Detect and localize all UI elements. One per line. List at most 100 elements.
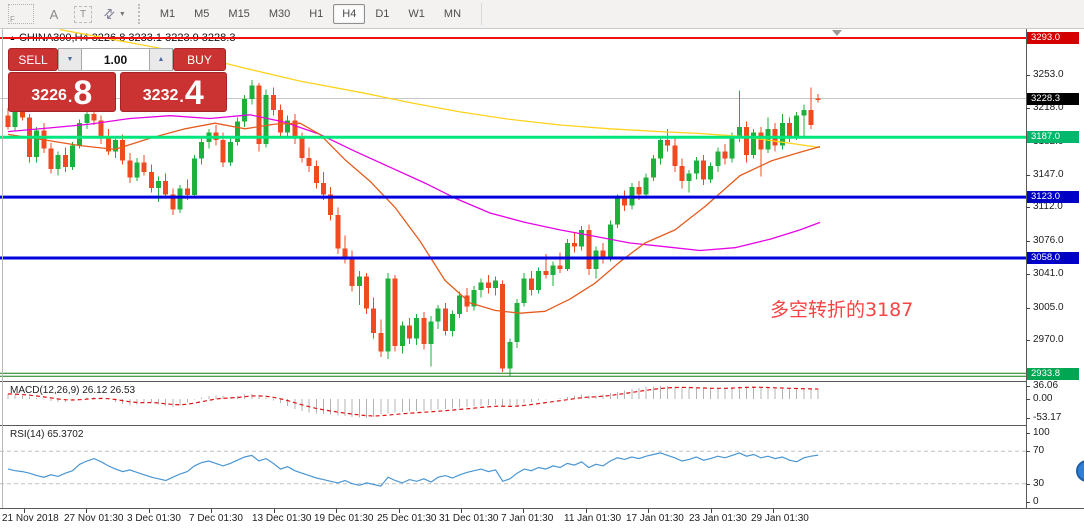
buy-price-box[interactable]: 3232. 4 — [119, 72, 227, 112]
time-tick-label: 27 Nov 01:30 — [64, 513, 124, 524]
buy-button[interactable]: BUY — [173, 48, 226, 71]
candle-body — [708, 166, 714, 180]
time-tick — [336, 509, 337, 513]
time-tick-label: 29 Jan 01:30 — [751, 513, 809, 524]
candle-body — [543, 271, 549, 275]
candle-body — [313, 166, 319, 184]
candle-body — [514, 302, 520, 343]
candle-body — [787, 123, 793, 137]
candle-body — [27, 117, 33, 157]
candle-body — [622, 198, 628, 206]
macd-tick — [1026, 418, 1030, 419]
timeframe-button-m5[interactable]: M5 — [194, 8, 210, 20]
candle-body — [679, 166, 685, 182]
candle-body — [593, 250, 599, 270]
time-tick — [24, 509, 25, 513]
sell-price-big-digit: 8 — [73, 74, 93, 112]
candle-body — [320, 183, 326, 195]
time-axis[interactable]: 21 Nov 2018 27 Nov 01:30 3 Dec 01:30 7 Dec … — [0, 508, 1084, 530]
candle-body — [263, 95, 269, 144]
candle-body — [41, 130, 47, 149]
volume-increase-button[interactable]: ▲ — [149, 48, 173, 71]
time-tick — [773, 509, 774, 513]
candle-body — [120, 140, 126, 161]
panel-separator[interactable] — [0, 425, 1026, 426]
volume-input[interactable]: 1.00 — [82, 48, 149, 71]
candle-body — [693, 160, 699, 174]
candle-body — [614, 198, 620, 225]
sell-button[interactable]: SELL — [8, 48, 58, 71]
candle-body — [292, 120, 298, 139]
candle-body — [148, 171, 154, 188]
candle-body — [91, 113, 97, 121]
candle-body — [801, 110, 807, 116]
time-tick-label: 25 Dec 01:30 — [377, 513, 437, 524]
price-tick-label: 3147.0 — [1033, 168, 1064, 180]
candle-body — [256, 85, 262, 144]
font-a-icon[interactable]: A — [49, 6, 59, 22]
candle-body — [564, 242, 570, 270]
candle-body — [134, 162, 140, 178]
candle-body — [356, 276, 362, 287]
panel-separator[interactable] — [0, 381, 1026, 382]
macd-label: MACD(12,26,9) 26.12 26.53 — [10, 385, 136, 396]
timeframe-button-m1[interactable]: M1 — [159, 8, 176, 20]
candle-body — [421, 317, 427, 345]
sell-price-dot: . — [67, 89, 73, 106]
dropdown-caret-icon[interactable]: ▼ — [118, 10, 126, 18]
candle-body — [227, 141, 233, 163]
timeframe-button-h4[interactable]: H4 — [333, 4, 366, 24]
candle-body — [70, 145, 76, 168]
timeframe-button-h1[interactable]: H1 — [309, 8, 324, 20]
time-tick — [648, 509, 649, 513]
candle-body — [234, 121, 240, 142]
price-tick-label: 3112.0 — [1033, 201, 1063, 213]
candle-body — [507, 342, 513, 369]
candle-body — [277, 110, 283, 133]
timeframe-button-d1[interactable]: D1 — [375, 8, 390, 20]
timeframe-button-m30[interactable]: M30 — [268, 8, 291, 20]
candle-body — [371, 308, 377, 333]
candle-body — [794, 115, 800, 137]
grid-box-icon[interactable]: F — [8, 4, 34, 24]
candle-body — [156, 181, 162, 188]
price-tick — [1026, 108, 1030, 110]
one-click-trade-panel: SELL ▼ 1.00 ▲ BUY 3226. 8 3232. 4 — [8, 48, 227, 112]
candle-body — [751, 132, 757, 155]
rsi-tick — [1026, 502, 1030, 503]
candle-body — [414, 317, 420, 339]
rsi-tick — [1026, 451, 1030, 453]
timeframe-button-w1[interactable]: W1 — [408, 8, 425, 20]
text-label-icon[interactable]: T — [74, 5, 92, 23]
diagonal-arrows-icon[interactable]: ⇄ — [99, 4, 119, 23]
candle-body — [464, 295, 470, 307]
candle-body — [657, 140, 663, 159]
price-level-badge: 2933.8 — [1027, 368, 1079, 381]
candle-body — [586, 229, 592, 270]
candle-body — [77, 123, 83, 146]
sell-price-box[interactable]: 3226. 8 — [8, 72, 116, 112]
candle-body — [779, 123, 785, 146]
candle-body — [335, 214, 341, 249]
candle-body — [557, 265, 563, 270]
time-tick-label: 7 Dec 01:30 — [189, 513, 243, 524]
candle-body — [141, 162, 147, 172]
timeframe-button-mn[interactable]: MN — [443, 8, 462, 20]
price-tick-label: 3218.0 — [1033, 102, 1064, 114]
candle-body — [98, 120, 104, 139]
volume-decrease-button[interactable]: ▼ — [58, 48, 82, 71]
candle-body — [471, 289, 477, 307]
price-tick — [1026, 340, 1030, 342]
collapse-triangle-icon[interactable]: ▲ — [9, 35, 16, 42]
toolbar-drag-handle[interactable] — [137, 4, 143, 24]
candle-body — [478, 282, 484, 290]
candle-body — [378, 332, 384, 352]
time-tick-label: 11 Jan 01:30 — [564, 513, 622, 524]
rsi-panel — [0, 450, 1026, 487]
price-axis[interactable]: 3289.03253.03218.03182.03147.03112.03076… — [1026, 28, 1084, 508]
buy-price-big-digit: 4 — [184, 74, 204, 112]
ma-fast-orange — [7, 122, 821, 314]
current-price-badge: 3228.3 — [1027, 92, 1079, 105]
price-tick — [1026, 174, 1030, 176]
timeframe-button-m15[interactable]: M15 — [228, 8, 250, 20]
